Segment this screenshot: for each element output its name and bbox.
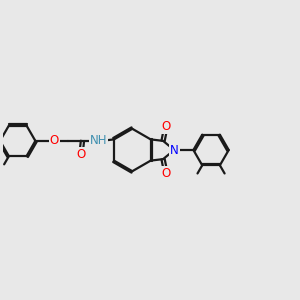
Text: O: O: [50, 134, 59, 147]
Text: NH: NH: [90, 134, 107, 147]
Text: N: N: [170, 143, 178, 157]
Text: O: O: [76, 148, 85, 160]
Text: O: O: [161, 120, 171, 133]
Text: O: O: [161, 167, 171, 180]
